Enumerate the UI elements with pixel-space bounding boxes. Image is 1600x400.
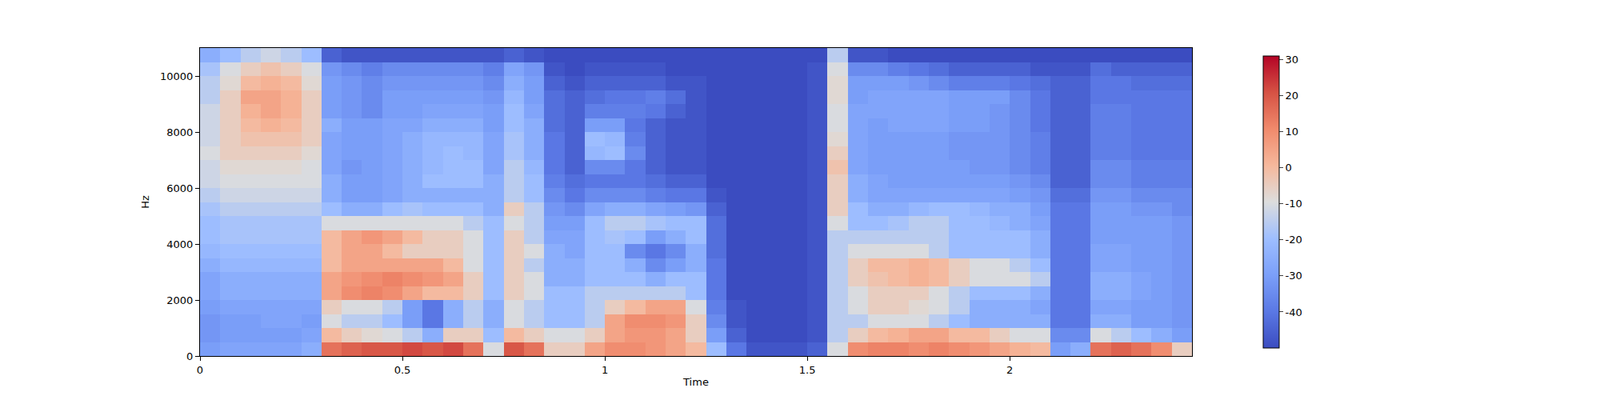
svg-text:1.5: 1.5 [799,364,816,376]
svg-text:0: 0 [1285,161,1292,174]
svg-text:2: 2 [1006,364,1013,376]
svg-text:10: 10 [1285,125,1300,138]
svg-text:8000: 8000 [166,126,193,139]
svg-text:20: 20 [1285,89,1300,102]
svg-text:-20: -20 [1285,233,1303,246]
svg-text:Hz: Hz [139,195,152,209]
svg-text:-40: -40 [1285,305,1303,318]
svg-text:6000: 6000 [166,182,193,195]
svg-text:30: 30 [1285,53,1300,66]
svg-text:0: 0 [186,350,193,363]
svg-text:-10: -10 [1285,197,1303,210]
svg-text:1: 1 [601,364,608,376]
svg-text:Time: Time [682,376,709,388]
svg-text:-30: -30 [1285,269,1303,282]
svg-text:10000: 10000 [160,70,193,83]
svg-text:2000: 2000 [166,294,193,307]
svg-text:4000: 4000 [166,238,193,251]
svg-text:0.5: 0.5 [394,364,412,376]
svg-text:0: 0 [196,364,204,376]
